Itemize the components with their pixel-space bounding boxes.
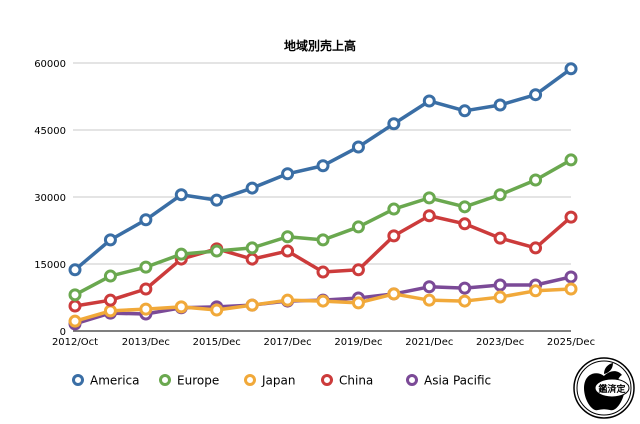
data-point <box>174 247 188 261</box>
data-point <box>493 231 507 245</box>
data-point <box>564 210 578 224</box>
data-point <box>351 140 365 154</box>
data-point <box>316 159 330 173</box>
data-point <box>422 191 436 205</box>
legend-marker <box>72 374 84 386</box>
data-point <box>68 263 82 277</box>
legend-marker <box>159 374 171 386</box>
data-point <box>458 294 472 308</box>
legend-item: Asia Pacific <box>406 374 491 388</box>
data-point <box>564 282 578 296</box>
data-point <box>103 304 117 318</box>
legend-item: Europe <box>159 374 219 388</box>
data-point <box>103 233 117 247</box>
data-point <box>139 282 153 296</box>
x-tick-label: 2021/Dec <box>405 337 453 348</box>
data-point <box>316 294 330 308</box>
data-point <box>103 293 117 307</box>
data-point <box>316 265 330 279</box>
data-point <box>103 269 117 283</box>
data-point <box>210 244 224 258</box>
legend-label: China <box>339 374 373 388</box>
data-point <box>281 244 295 258</box>
data-point <box>493 290 507 304</box>
data-point <box>422 280 436 294</box>
data-point <box>564 62 578 76</box>
data-point <box>493 188 507 202</box>
data-point <box>564 153 578 167</box>
legend-label: Europe <box>177 374 219 388</box>
data-point <box>529 284 543 298</box>
data-point <box>68 314 82 328</box>
data-point <box>458 217 472 231</box>
data-point <box>316 233 330 247</box>
data-point <box>387 229 401 243</box>
data-point <box>245 241 259 255</box>
x-tick-label: 2013/Dec <box>122 337 170 348</box>
data-point <box>493 98 507 112</box>
data-point <box>174 188 188 202</box>
logo: 鑑済定 <box>573 357 635 419</box>
y-tick-label: 30000 <box>34 193 66 204</box>
x-tick-label: 2012/Oct <box>52 337 98 348</box>
data-point <box>281 293 295 307</box>
data-point <box>245 298 259 312</box>
data-point <box>422 94 436 108</box>
data-point <box>281 230 295 244</box>
data-point <box>493 278 507 292</box>
data-point <box>68 288 82 302</box>
x-tick-label: 2023/Dec <box>476 337 524 348</box>
x-tick-label: 2017/Dec <box>263 337 311 348</box>
data-point <box>422 209 436 223</box>
legend-label: Asia Pacific <box>424 374 491 388</box>
data-point <box>458 281 472 295</box>
data-point <box>529 173 543 187</box>
data-point <box>139 260 153 274</box>
series-japan <box>68 282 578 328</box>
data-point <box>422 293 436 307</box>
data-point <box>210 193 224 207</box>
data-point <box>529 241 543 255</box>
data-point <box>245 181 259 195</box>
data-point <box>139 302 153 316</box>
data-point <box>529 88 543 102</box>
data-point <box>351 220 365 234</box>
data-point <box>139 213 153 227</box>
legend-marker <box>406 374 418 386</box>
legend-item: America <box>72 374 140 388</box>
legend-item: China <box>321 374 373 388</box>
data-point <box>387 202 401 216</box>
x-tick-label: 2019/Dec <box>334 337 382 348</box>
legend-item: Japan <box>244 374 295 388</box>
x-tick-label: 2025/Dec <box>547 337 595 348</box>
data-point <box>387 287 401 301</box>
y-tick-label: 0 <box>60 327 66 338</box>
legend-label: America <box>90 374 140 388</box>
x-tick-label: 2015/Dec <box>193 337 241 348</box>
y-tick-label: 45000 <box>34 126 66 137</box>
data-point <box>458 200 472 214</box>
legend-label: Japan <box>261 374 295 388</box>
series-america <box>68 62 578 277</box>
svg-text:鑑済定: 鑑済定 <box>598 383 626 395</box>
data-point <box>210 303 224 317</box>
y-tick-label: 60000 <box>34 59 66 70</box>
data-point <box>458 104 472 118</box>
data-point <box>68 299 82 313</box>
data-point <box>351 263 365 277</box>
legend-marker <box>244 374 256 386</box>
y-tick-label: 15000 <box>34 260 66 271</box>
chart-title: 地域別売上高 <box>284 38 356 53</box>
data-point <box>245 252 259 266</box>
data-point <box>351 296 365 310</box>
data-point <box>387 117 401 131</box>
data-point <box>564 270 578 284</box>
series-china <box>68 209 578 313</box>
series-europe <box>68 153 578 302</box>
data-point <box>174 300 188 314</box>
legend-marker <box>321 374 333 386</box>
data-point <box>281 167 295 181</box>
